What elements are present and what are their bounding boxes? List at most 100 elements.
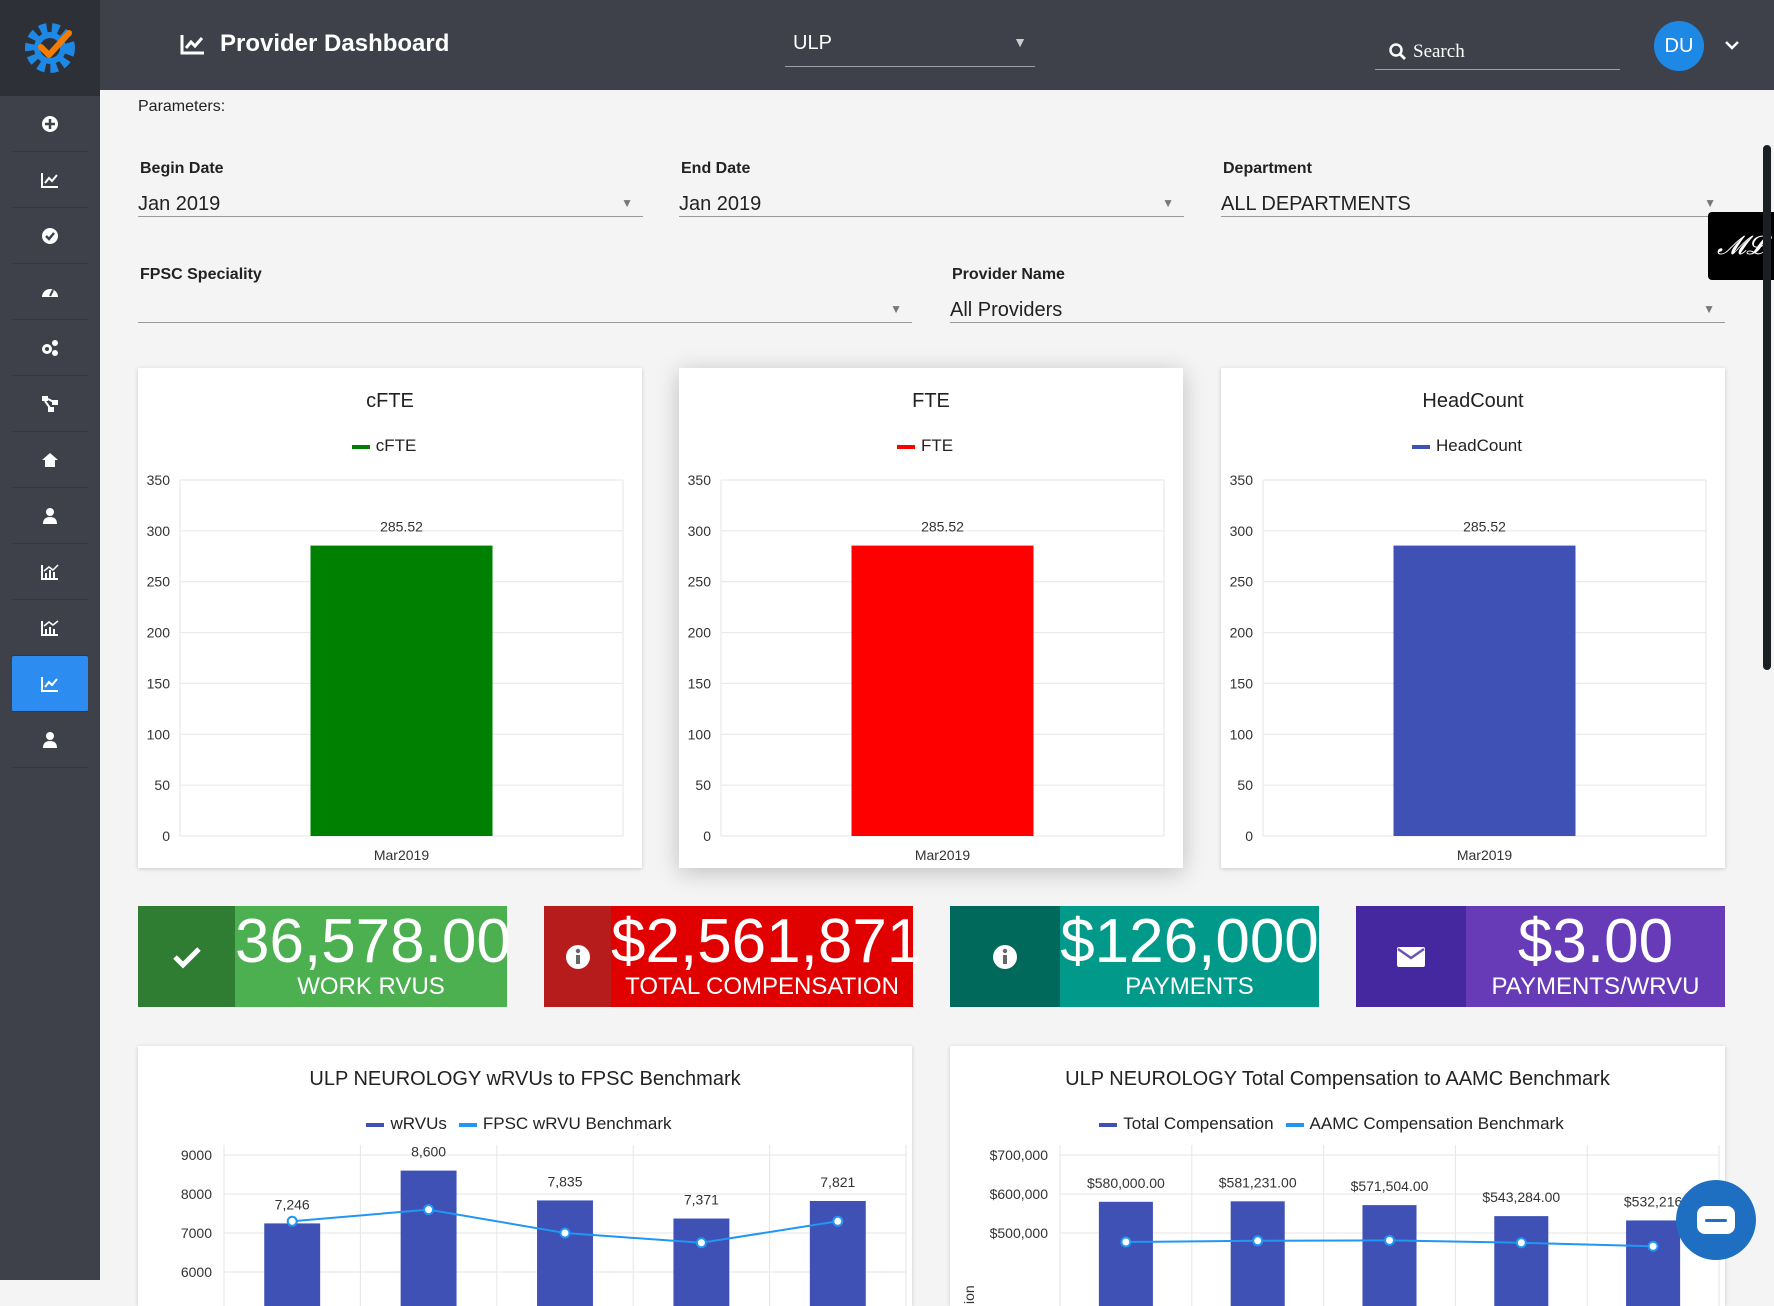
- provider-name-value: All Providers: [950, 299, 1063, 321]
- chart-title: FTE: [912, 390, 950, 412]
- data-label: 7,246: [275, 1196, 310, 1212]
- department-select[interactable]: Department ALL DEPARTMENTS ▼: [1221, 160, 1726, 217]
- top-bar: Provider Dashboard ULP ▼ Search DU: [100, 0, 1774, 90]
- benchmark-point[interactable]: [1647, 1240, 1659, 1252]
- sidebar-item-2[interactable]: [12, 152, 88, 208]
- department-label: Department: [1223, 160, 1312, 177]
- benchmark-point[interactable]: [559, 1227, 571, 1239]
- benchmark-point[interactable]: [695, 1237, 707, 1249]
- data-label: $580,000.00: [1087, 1175, 1165, 1191]
- sidebar-item-12[interactable]: [12, 712, 88, 768]
- benchmark-point[interactable]: [832, 1215, 844, 1227]
- bar[interactable]: [851, 545, 1034, 836]
- search-input[interactable]: Search: [1375, 34, 1620, 70]
- chat-button[interactable]: [1676, 1180, 1756, 1260]
- y-tick-label: 300: [147, 523, 171, 539]
- benchmark-point[interactable]: [423, 1204, 435, 1216]
- sidebar-item-9[interactable]: [12, 544, 88, 600]
- legend-item[interactable]: HeadCount: [1411, 436, 1522, 455]
- stat-value: $3.00: [1517, 907, 1674, 976]
- data-label: 285.52: [921, 519, 964, 535]
- bar[interactable]: [264, 1223, 321, 1306]
- sidebar-item-3[interactable]: [12, 208, 88, 264]
- user-icon: [43, 731, 57, 748]
- page-scrollbar[interactable]: [1763, 145, 1771, 670]
- bar[interactable]: [673, 1218, 730, 1306]
- sidebar-nav: [0, 96, 100, 768]
- sidebar-item-11[interactable]: [12, 656, 88, 712]
- cfte-chart-card: cFTE cFTE 350 300 250 200 150 100 50 0 285.52 Mar20…: [138, 368, 642, 868]
- bar[interactable]: [1230, 1201, 1285, 1306]
- app-logo[interactable]: [0, 0, 100, 96]
- legend-item[interactable]: AAMC Compensation Benchmark: [1285, 1114, 1564, 1133]
- sidebar-item-5[interactable]: [12, 320, 88, 376]
- y-tick-label: $700,000: [990, 1147, 1049, 1163]
- home-icon: [42, 452, 58, 467]
- legend-item[interactable]: wRVUs: [366, 1114, 447, 1133]
- sidebar-item-10[interactable]: [12, 600, 88, 656]
- y-tick-label: 100: [1230, 726, 1254, 742]
- bar[interactable]: [1393, 545, 1576, 836]
- data-label: $532,216: [1624, 1193, 1683, 1209]
- chevron-down-icon: ▼: [1703, 302, 1715, 316]
- benchmark-point[interactable]: [286, 1215, 298, 1227]
- chart-title: HeadCount: [1422, 390, 1524, 412]
- data-label: 8,600: [411, 1144, 446, 1160]
- sidebar-item-7[interactable]: [12, 432, 88, 488]
- y-tick-label: 300: [1230, 523, 1254, 539]
- stat-tile[interactable]: $3.00 PAYMENTS/WRVU: [1356, 906, 1725, 1007]
- chevron-down-icon: ▼: [1162, 196, 1174, 210]
- benchmark-point[interactable]: [1515, 1237, 1527, 1249]
- legend-item[interactable]: Total Compensation: [1099, 1114, 1274, 1133]
- headcount-chart-card: HeadCount HeadCount 350 300 250 200 150 100 50 0 2…: [1221, 368, 1725, 868]
- stat-tile[interactable]: $126,000 PAYMENTS: [950, 906, 1319, 1007]
- y-tick-label: $600,000: [990, 1186, 1049, 1202]
- y-tick-label: 100: [147, 726, 171, 742]
- bar[interactable]: [537, 1200, 593, 1306]
- x-tick-label: Mar2019: [1457, 847, 1512, 863]
- stat-tile[interactable]: $2,561,871 TOTAL COMPENSATION: [544, 906, 921, 1007]
- benchmark-point[interactable]: [1384, 1234, 1395, 1246]
- user-avatar[interactable]: DU: [1654, 21, 1704, 71]
- x-tick-label: Mar2019: [374, 847, 429, 863]
- cogs-icon: [42, 339, 58, 356]
- bar[interactable]: [1098, 1201, 1153, 1306]
- sidebar-item-8[interactable]: [12, 488, 88, 544]
- stat-body: 36,578.00 WORK RVUS: [235, 906, 511, 1007]
- y-tick-label: 250: [147, 574, 171, 590]
- y-tick-label: 0: [162, 828, 170, 844]
- user-icon: [43, 507, 57, 524]
- data-label: 285.52: [380, 519, 423, 535]
- begin-date-value: Jan 2019: [138, 193, 221, 215]
- y-tick-label: 350: [688, 472, 712, 488]
- bar[interactable]: [1626, 1220, 1681, 1306]
- bar[interactable]: [400, 1170, 457, 1306]
- chart-title: cFTE: [366, 390, 414, 412]
- organization-select[interactable]: ULP ▼: [785, 30, 1035, 67]
- bar[interactable]: [1362, 1205, 1417, 1306]
- legend-item[interactable]: FPSC wRVU Benchmark: [458, 1114, 672, 1133]
- bar[interactable]: [310, 545, 493, 836]
- stat-body: $126,000 PAYMENTS: [1060, 906, 1319, 1007]
- legend-item[interactable]: FTE: [896, 436, 953, 455]
- benchmark-point[interactable]: [1120, 1236, 1132, 1248]
- end-date-select[interactable]: End Date Jan 2019 ▼: [679, 160, 1184, 217]
- search-icon: [1389, 42, 1406, 60]
- begin-date-select[interactable]: Begin Date Jan 2019 ▼: [138, 160, 643, 217]
- y-tick-label: 300: [688, 523, 712, 539]
- parameters-heading: Parameters:: [138, 98, 226, 115]
- stat-tile[interactable]: 36,578.00 WORK RVUS: [138, 906, 511, 1007]
- legend-item[interactable]: cFTE: [351, 436, 416, 455]
- sidebar-item-4[interactable]: [12, 264, 88, 320]
- y-tick-label: 9000: [181, 1147, 212, 1163]
- sidebar-item-1[interactable]: [12, 96, 88, 152]
- bar[interactable]: [1494, 1216, 1549, 1306]
- user-menu-chevron-icon[interactable]: [1724, 34, 1740, 55]
- fpsc-speciality-select[interactable]: FPSC Speciality ▼: [138, 266, 912, 323]
- chart-plot: 350 300 250 200 150 100 50 0 285.52 Mar2019: [688, 472, 1165, 863]
- page-title-text: Provider Dashboard: [220, 30, 450, 57]
- y-tick-label: 100: [688, 726, 712, 742]
- benchmark-point[interactable]: [1252, 1235, 1264, 1247]
- sidebar-item-6[interactable]: [12, 376, 88, 432]
- provider-name-select[interactable]: Provider Name All Providers ▼: [950, 266, 1725, 323]
